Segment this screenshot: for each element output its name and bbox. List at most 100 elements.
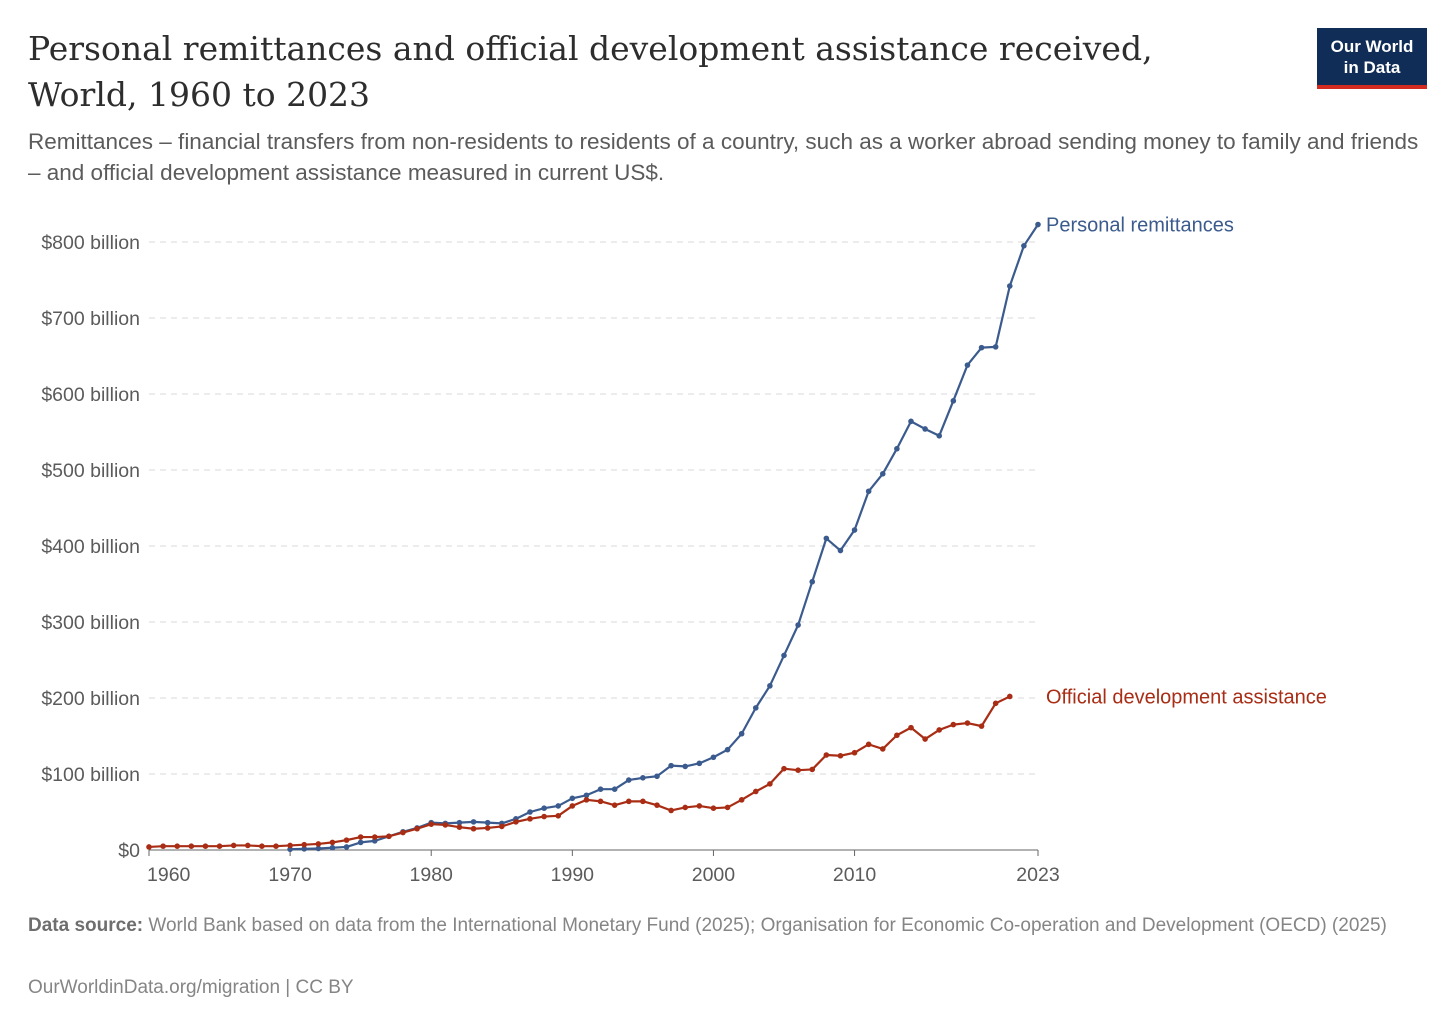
official-development-assistance-point: [908, 724, 914, 731]
personal-remittances-point: [696, 760, 703, 767]
official-development-assistance-point: [724, 804, 731, 811]
x-tick-label: 1960: [147, 864, 191, 886]
official-development-assistance-line: [148, 695, 1011, 849]
x-tick-label: 1970: [268, 864, 312, 886]
personal-remittances-point: [541, 805, 547, 811]
official-development-assistance-point: [654, 802, 660, 808]
x-tick-label: 2010: [833, 864, 877, 886]
personal-remittances-point: [964, 362, 971, 368]
personal-remittances-point: [456, 819, 463, 826]
official-development-assistance-point: [964, 720, 971, 726]
official-development-assistance-point: [809, 766, 816, 773]
personal-remittances-point: [1021, 243, 1027, 249]
personal-remittances-point: [837, 547, 844, 554]
personal-remittances-point: [583, 792, 590, 799]
source-label: Data source:: [28, 915, 144, 936]
personal-remittances-point: [668, 762, 674, 769]
personal-remittances-point: [555, 803, 562, 809]
official-development-assistance-point: [456, 824, 463, 830]
official-development-assistance-point: [837, 752, 844, 759]
official-development-assistance-point: [950, 721, 957, 728]
official-development-assistance-point: [569, 803, 576, 809]
line-chart: $0 $100 billion $200 billion $300 billion $4…: [41, 215, 1327, 886]
personal-remittances-point: [357, 839, 364, 846]
official-development-assistance-point: [357, 834, 364, 840]
official-development-assistance-point: [428, 821, 435, 827]
personal-remittances-point: [795, 622, 801, 628]
official-development-assistance-point: [710, 805, 717, 811]
gridlines: [149, 241, 1038, 775]
personal-remittances-point: [527, 809, 533, 815]
personal-remittances-point: [781, 652, 787, 659]
official-development-assistance-point: [216, 843, 223, 849]
official-development-assistance-point: [202, 843, 209, 849]
official-development-assistance-point: [781, 765, 787, 772]
official-development-assistance-point: [865, 741, 872, 748]
y-tick-label: $400 billion: [41, 536, 140, 558]
official-development-assistance-point: [400, 829, 406, 836]
official-development-assistance-point: [738, 797, 745, 803]
personal-remittances-point: [710, 754, 717, 761]
y-tick-label: $500 billion: [41, 460, 140, 482]
official-development-assistance-point: [259, 843, 265, 849]
official-development-assistance-point: [315, 841, 322, 847]
personal-remittances-point: [936, 433, 943, 439]
personal-remittances-point: [343, 844, 350, 850]
personal-remittances-point: [823, 535, 830, 542]
official-development-assistance-point: [470, 825, 477, 832]
y-tick-label: $600 billion: [41, 384, 140, 406]
official-development-assistance-point: [555, 813, 562, 819]
y-tick-label: $300 billion: [41, 612, 140, 634]
personal-remittances-point: [752, 705, 759, 711]
official-development-assistance-point: [823, 752, 830, 758]
official-development-assistance-point: [851, 749, 858, 756]
official-development-assistance-point: [922, 736, 928, 742]
official-development-assistance-point: [484, 825, 491, 831]
official-development-assistance-point: [160, 843, 166, 849]
url-license[interactable]: OurWorldinData.org/migration | CC BY: [28, 977, 354, 998]
official-development-assistance-point: [244, 842, 251, 849]
personal-remittances-point: [992, 344, 999, 350]
personal-remittances-point: [767, 683, 773, 689]
personal-remittances-point: [724, 746, 731, 753]
official-development-assistance-point: [287, 842, 293, 849]
y-axis-tick-labels: $0 $100 billion $200 billion $300 billion $4…: [41, 232, 140, 862]
series-lines: [146, 221, 1041, 853]
personal-remittances-point: [1006, 283, 1013, 289]
personal-remittances-point: [301, 846, 308, 852]
official-development-assistance-point: [682, 804, 689, 811]
official-development-assistance-point: [541, 813, 547, 820]
official-development-assistance-point: [894, 732, 900, 739]
personal-remittances-point: [470, 819, 477, 825]
personal-remittances-point: [569, 795, 576, 802]
official-development-assistance-point: [992, 700, 999, 707]
official-development-assistance-point: [329, 839, 336, 846]
x-tick-label: 1980: [410, 864, 454, 886]
y-tick-label: $200 billion: [41, 688, 140, 710]
personal-remittances-point: [1035, 221, 1041, 228]
data-source: Data source: World Bank based on data fr…: [28, 912, 1408, 939]
official-development-assistance-point: [527, 816, 533, 822]
official-development-assistance-point: [513, 819, 519, 825]
official-development-assistance-point: [668, 807, 674, 814]
chart-subtitle: Remittances – financial transfers from n…: [28, 129, 1419, 185]
official-development-assistance-point: [414, 825, 420, 832]
official-development-assistance-point: [795, 767, 801, 773]
official-development-assistance-point: [879, 746, 886, 752]
x-axis: 1960 1970 1980 1990 2000 2010 2023: [147, 849, 1060, 886]
y-tick-label: $700 billion: [41, 308, 140, 330]
official-development-assistance-point: [625, 798, 632, 805]
personal-remittances-point: [640, 775, 646, 781]
official-development-assistance-label: Official development assistance: [1046, 686, 1327, 708]
chart-title: Personal remittances and official develo…: [28, 29, 1153, 114]
official-development-assistance-point: [343, 837, 350, 843]
official-development-assistance-point: [386, 833, 392, 840]
personal-remittances-point: [922, 426, 928, 432]
personal-remittances-point: [329, 844, 336, 851]
personal-remittances-point: [809, 578, 816, 585]
owid-logo[interactable]: Our World in Data: [1317, 28, 1427, 89]
official-development-assistance-point: [611, 802, 618, 808]
official-development-assistance-point: [498, 823, 505, 830]
x-tick-label: 2023: [1016, 864, 1059, 886]
personal-remittances-point: [950, 398, 957, 404]
